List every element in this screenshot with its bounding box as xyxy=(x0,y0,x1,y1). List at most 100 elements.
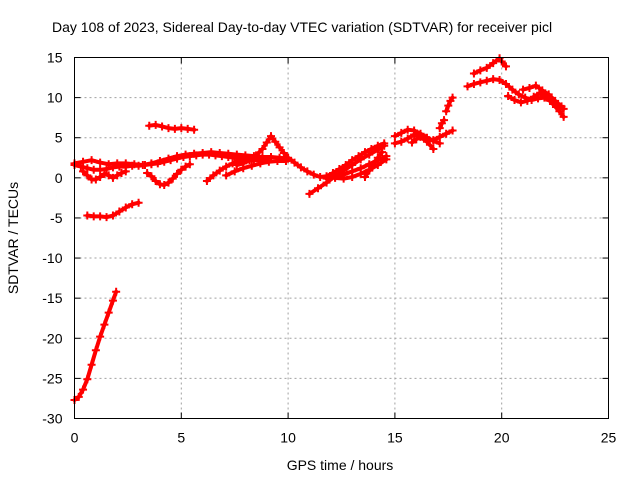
data-point xyxy=(284,153,293,162)
data-point xyxy=(100,320,109,329)
data-point xyxy=(102,213,111,222)
data-point xyxy=(271,137,280,146)
data-point xyxy=(185,160,194,169)
data-point xyxy=(91,175,100,184)
data-point xyxy=(121,159,130,168)
data-point xyxy=(232,160,241,169)
data-point xyxy=(360,173,369,182)
data-point xyxy=(207,148,216,157)
data-point xyxy=(202,177,211,186)
data-point xyxy=(544,90,553,99)
data-point xyxy=(390,132,399,141)
data-point xyxy=(222,162,231,171)
data-point xyxy=(164,178,173,187)
data-point xyxy=(489,59,498,68)
data-point xyxy=(365,166,374,175)
data-point xyxy=(264,157,273,166)
data-point xyxy=(115,207,124,216)
data-point xyxy=(382,155,391,164)
data-point xyxy=(416,132,425,141)
series-arc-7h xyxy=(222,156,290,180)
data-point xyxy=(215,166,224,175)
data-point xyxy=(104,171,113,180)
data-layer xyxy=(70,54,568,405)
data-point xyxy=(420,133,429,142)
data-point xyxy=(296,163,305,172)
data-point xyxy=(245,156,254,165)
data-point xyxy=(448,126,457,135)
data-point xyxy=(79,167,88,176)
data-point xyxy=(96,173,105,182)
data-point xyxy=(121,203,130,212)
data-point xyxy=(224,149,233,158)
data-point xyxy=(495,75,504,84)
y-axis-label: SDTVAR / TECUs xyxy=(5,182,21,294)
data-point xyxy=(525,83,534,92)
data-point xyxy=(87,360,96,369)
data-point xyxy=(469,69,478,78)
data-point xyxy=(100,169,109,178)
data-point xyxy=(258,144,267,153)
data-point xyxy=(138,160,147,169)
data-point xyxy=(91,346,100,355)
data-point xyxy=(390,139,399,148)
data-point xyxy=(508,85,517,94)
data-point xyxy=(290,158,299,167)
data-point xyxy=(239,159,248,168)
y-tick-label: 15 xyxy=(47,50,63,66)
data-point xyxy=(247,161,256,170)
data-point xyxy=(303,167,312,176)
chart-title: Day 108 of 2023, Sidereal Day-to-day VTE… xyxy=(52,19,552,35)
data-point xyxy=(198,148,207,157)
data-point xyxy=(117,169,126,178)
data-point xyxy=(476,66,485,75)
data-point xyxy=(444,101,453,110)
data-point xyxy=(538,86,547,95)
data-point xyxy=(429,144,438,153)
data-point xyxy=(113,171,122,180)
data-point xyxy=(147,159,156,168)
y-tick-label: -10 xyxy=(42,250,62,266)
data-point xyxy=(440,116,449,125)
data-point xyxy=(108,173,117,182)
data-point xyxy=(397,128,406,137)
data-point xyxy=(74,392,83,401)
data-point xyxy=(529,92,538,101)
data-point xyxy=(314,184,323,193)
data-point xyxy=(147,172,156,181)
series-trace xyxy=(506,90,566,119)
data-point xyxy=(482,63,491,72)
data-point xyxy=(173,169,182,178)
data-point xyxy=(181,162,190,171)
data-point xyxy=(519,85,528,94)
grid-layer xyxy=(74,57,609,419)
series-arc-dip-1 xyxy=(79,167,130,184)
series-trace xyxy=(444,95,455,114)
data-point xyxy=(380,141,389,150)
data-point xyxy=(559,112,568,121)
data-point xyxy=(256,159,265,168)
x-tick-label: 5 xyxy=(177,430,185,446)
x-tick-label: 20 xyxy=(494,430,510,446)
data-point xyxy=(232,150,241,159)
data-point xyxy=(151,177,160,186)
data-point xyxy=(557,102,566,111)
y-tick-label: -15 xyxy=(42,290,62,306)
y-tick-label: 5 xyxy=(55,130,63,146)
y-tick-label: 0 xyxy=(55,170,63,186)
data-point xyxy=(469,79,478,88)
data-point xyxy=(83,164,92,173)
x-axis-label: GPS time / hours xyxy=(287,457,394,473)
data-point xyxy=(222,171,231,180)
data-point xyxy=(262,138,271,147)
data-point xyxy=(96,158,105,167)
data-point xyxy=(258,152,267,161)
data-point xyxy=(108,296,117,305)
data-point xyxy=(108,211,117,220)
data-point xyxy=(83,375,92,384)
x-tick-label: 0 xyxy=(71,430,79,446)
data-point xyxy=(331,173,340,182)
y-tick-label: -5 xyxy=(50,210,63,226)
x-tick-label: 25 xyxy=(601,430,617,446)
